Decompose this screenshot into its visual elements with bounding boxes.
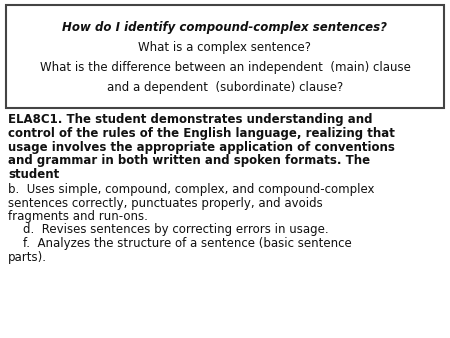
Text: and a dependent  (subordinate) clause?: and a dependent (subordinate) clause? bbox=[107, 80, 343, 94]
Text: b.  Uses simple, compound, complex, and compound-complex: b. Uses simple, compound, complex, and c… bbox=[8, 183, 374, 196]
Text: usage involves the appropriate application of conventions: usage involves the appropriate applicati… bbox=[8, 141, 395, 153]
Text: parts).: parts). bbox=[8, 250, 47, 264]
Text: f.  Analyzes the structure of a sentence (basic sentence: f. Analyzes the structure of a sentence … bbox=[8, 237, 352, 250]
Text: and grammar in both written and spoken formats. The: and grammar in both written and spoken f… bbox=[8, 154, 370, 167]
FancyBboxPatch shape bbox=[6, 5, 444, 108]
Text: What is a complex sentence?: What is a complex sentence? bbox=[139, 41, 311, 53]
Text: ELA8C1. The student demonstrates understanding and: ELA8C1. The student demonstrates underst… bbox=[8, 114, 373, 126]
Text: What is the difference between an independent  (main) clause: What is the difference between an indepe… bbox=[40, 61, 410, 73]
Text: fragments and run-ons.: fragments and run-ons. bbox=[8, 210, 148, 223]
Text: student: student bbox=[8, 168, 59, 180]
Text: control of the rules of the English language, realizing that: control of the rules of the English lang… bbox=[8, 127, 395, 140]
Text: How do I identify compound-complex sentences?: How do I identify compound-complex sente… bbox=[63, 21, 387, 33]
Text: d.  Revises sentences by correcting errors in usage.: d. Revises sentences by correcting error… bbox=[8, 223, 328, 237]
Text: sentences correctly, punctuates properly, and avoids: sentences correctly, punctuates properly… bbox=[8, 196, 323, 210]
